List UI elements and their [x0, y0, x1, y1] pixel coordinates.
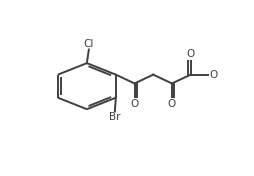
Text: Br: Br [109, 112, 121, 122]
Text: Cl: Cl [84, 39, 94, 49]
Text: O: O [130, 99, 139, 109]
Text: O: O [186, 49, 195, 59]
Text: O: O [209, 70, 217, 80]
Text: O: O [168, 99, 176, 109]
